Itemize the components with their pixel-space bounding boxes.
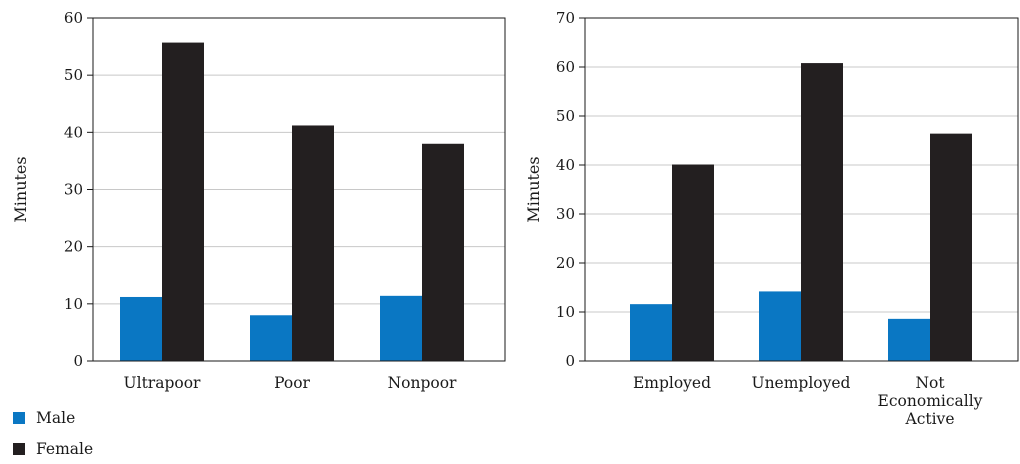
y-tick-label: 40 [64, 123, 83, 141]
bar-male [380, 295, 422, 361]
y-tick-label: 30 [556, 205, 575, 223]
x-category-label: Unemployed [752, 374, 851, 392]
bar-female [930, 133, 972, 361]
legend: Male Female [13, 409, 93, 458]
y-tick-label: 50 [556, 107, 575, 125]
y-tick-label: 50 [64, 66, 83, 84]
plot-frame [584, 17, 1019, 362]
y-tick-label: 20 [556, 254, 575, 272]
bar-male [888, 318, 930, 361]
bar-male [250, 315, 292, 361]
bar-female [292, 125, 334, 362]
y-tick-label: 0 [565, 352, 575, 370]
y-axis-label: Minutes [11, 156, 30, 222]
y-tick-label: 10 [64, 295, 83, 313]
x-category-label: Nonpoor [388, 374, 457, 392]
y-tick-label: 10 [556, 303, 575, 321]
y-tick-label: 60 [64, 9, 83, 27]
bar-female [672, 164, 714, 361]
x-category-label: Employed [633, 374, 711, 392]
x-category-label: Active [905, 410, 955, 428]
legend-label-male: Male [36, 409, 75, 427]
y-tick-label: 30 [64, 181, 83, 199]
legend-label-female: Female [36, 440, 93, 458]
bar-male [759, 291, 801, 361]
bar-male [630, 304, 672, 361]
chart-left: 0 10 20 30 40 50 60 Minutes Ultrapoor Poor Nonpoor [11, 9, 506, 392]
bar-female [422, 143, 464, 361]
y-tick-label: 70 [556, 9, 575, 27]
bar-male [120, 296, 162, 361]
y-tick-label: 60 [556, 58, 575, 76]
legend-swatch-male [13, 412, 25, 424]
y-tick-label: 20 [64, 238, 83, 256]
bar-female [801, 63, 843, 362]
x-category-label: Economically [878, 392, 983, 410]
y-tick-label: 0 [73, 352, 83, 370]
legend-swatch-female [13, 443, 25, 455]
x-category-label: Not [915, 374, 945, 392]
plot-frame [92, 17, 506, 362]
x-category-label: Ultrapoor [124, 374, 201, 392]
y-axis-label: Minutes [524, 156, 543, 222]
chart-right: 0 10 20 30 40 50 60 70 Minutes Employed Unemployed… [524, 9, 1019, 428]
x-category-label: Poor [274, 374, 310, 392]
y-tick-label: 40 [556, 156, 575, 174]
bar-female [162, 42, 204, 361]
